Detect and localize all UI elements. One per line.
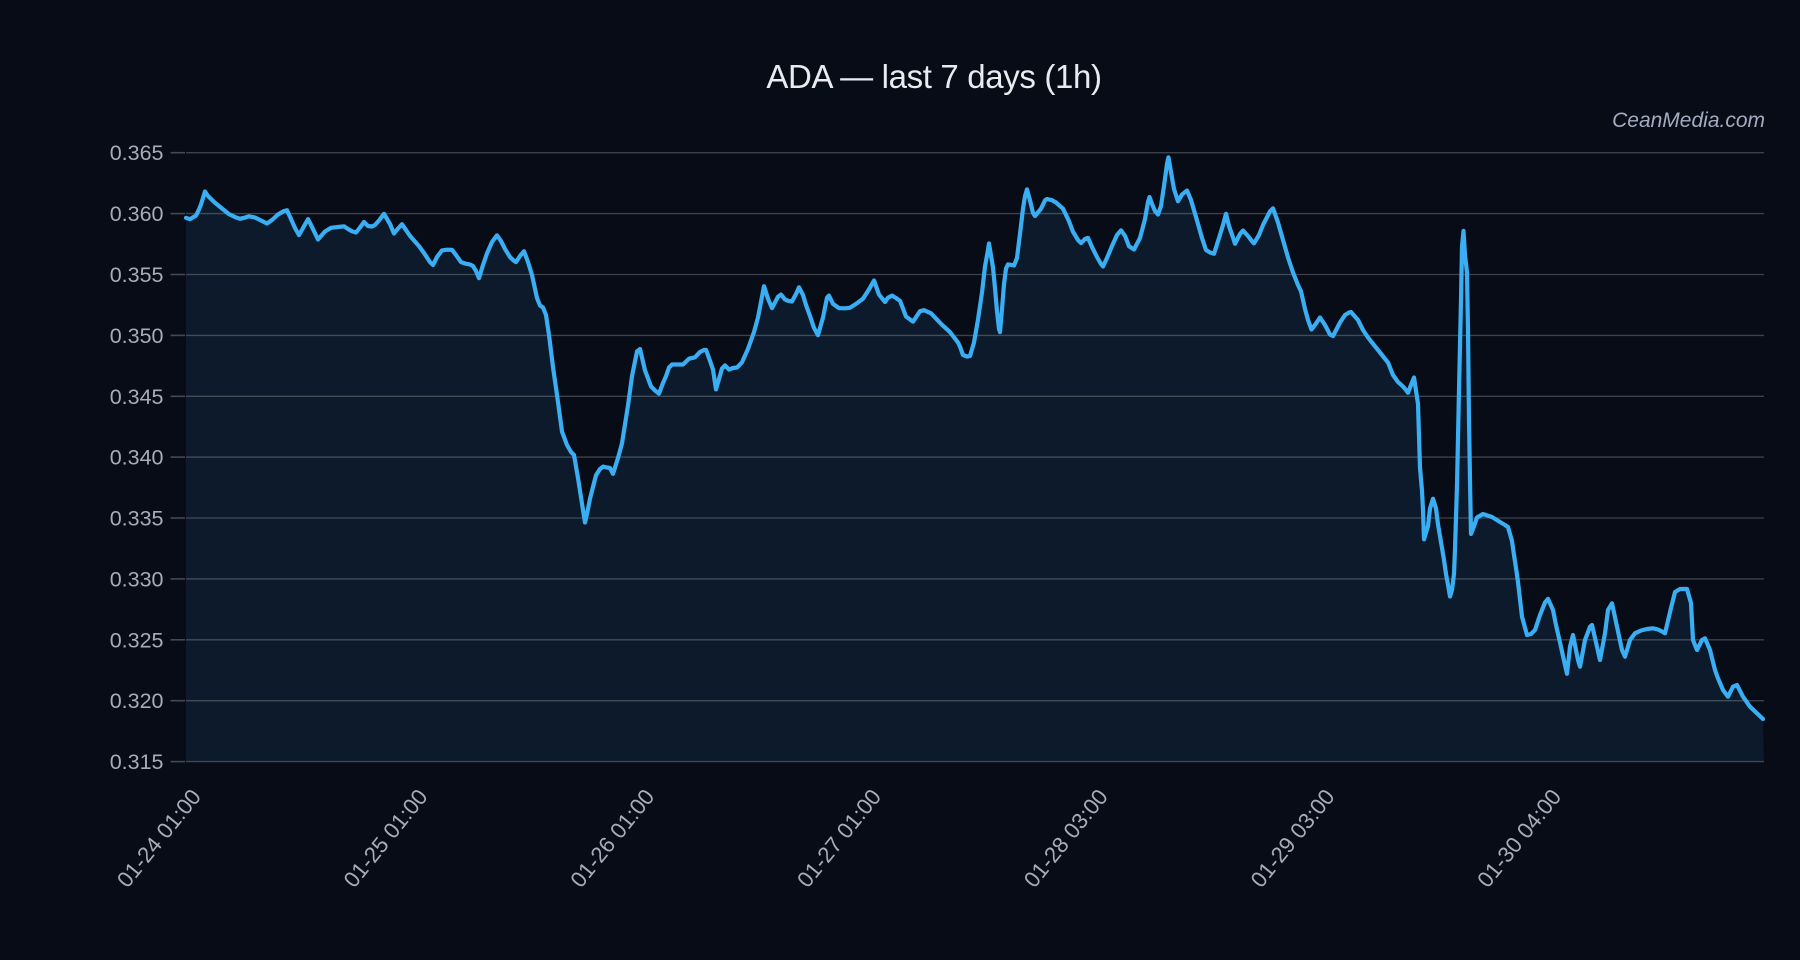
- svg-text:0.325: 0.325: [110, 628, 164, 652]
- svg-text:0.365: 0.365: [110, 141, 164, 165]
- svg-text:0.335: 0.335: [110, 507, 164, 531]
- svg-text:0.360: 0.360: [110, 202, 164, 226]
- svg-text:0.330: 0.330: [110, 567, 164, 591]
- svg-text:0.350: 0.350: [110, 324, 164, 348]
- svg-text:0.320: 0.320: [110, 689, 164, 713]
- svg-text:CeanMedia.com: CeanMedia.com: [1612, 109, 1765, 132]
- svg-text:0.345: 0.345: [110, 385, 164, 409]
- svg-text:0.315: 0.315: [110, 750, 164, 774]
- svg-text:ADA — last 7 days (1h): ADA — last 7 days (1h): [766, 58, 1101, 95]
- svg-text:0.340: 0.340: [110, 446, 164, 470]
- svg-text:0.355: 0.355: [110, 263, 164, 287]
